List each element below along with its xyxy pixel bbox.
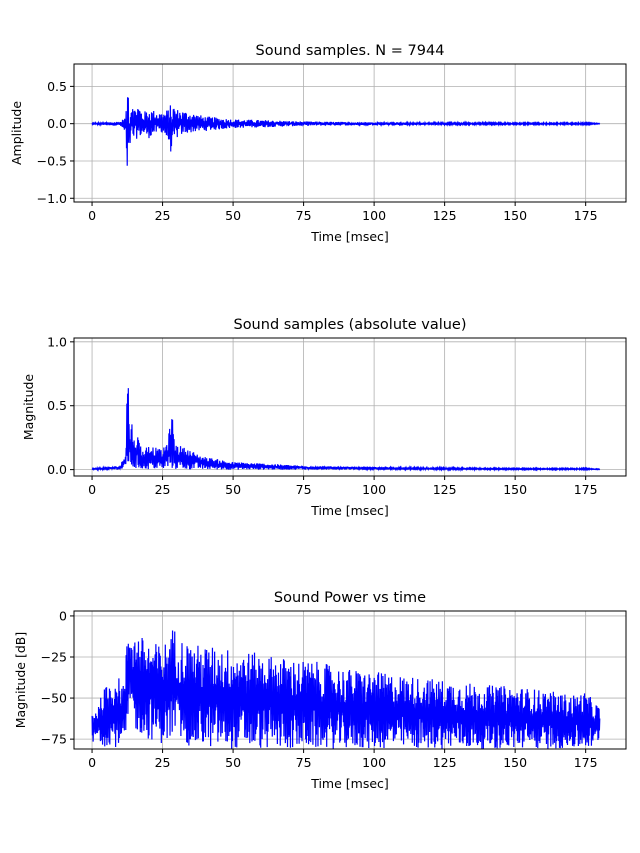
signal-line xyxy=(91,388,601,472)
y-tick-label: −75 xyxy=(41,732,67,747)
y-tick-label: −25 xyxy=(41,650,67,665)
x-tick-label: 125 xyxy=(433,208,457,223)
chart-panel-1: 0 25 50 75 100 125 150 175 −1.0 −0.5 0.0 0.5 Sound s… xyxy=(9,43,627,244)
x-tick-label: 75 xyxy=(296,755,312,770)
x-tick-label: 75 xyxy=(296,208,312,223)
x-tick-label: 50 xyxy=(225,482,241,497)
x-tick-label: 100 xyxy=(362,482,386,497)
x-tick-label: 125 xyxy=(433,482,457,497)
x-tick-label: 25 xyxy=(155,482,171,497)
x-tick-label: 75 xyxy=(296,482,312,497)
x-tick-label: 100 xyxy=(362,755,386,770)
x-tick-label: 0 xyxy=(88,755,96,770)
chart-panel-2: 0 25 50 75 100 125 150 175 0.0 0.5 1.0 Sound sample… xyxy=(21,317,627,518)
y-tick-label: 0.0 xyxy=(47,462,67,477)
x-tick-label: 175 xyxy=(574,482,598,497)
x-tick-label: 125 xyxy=(433,755,457,770)
x-tick-label: 25 xyxy=(155,208,171,223)
chart-title: Sound samples. N = 7944 xyxy=(256,43,445,59)
axes-frame xyxy=(73,337,627,477)
signal-line xyxy=(91,630,601,749)
x-tick-label: 150 xyxy=(503,482,527,497)
x-axis-label: Time [msec] xyxy=(310,503,389,518)
x-tick-label: 150 xyxy=(503,208,527,223)
x-axis-label: Time [msec] xyxy=(310,776,389,791)
y-tick-label: −50 xyxy=(41,691,67,706)
axes-frame xyxy=(73,63,627,203)
chart-panel-3: 0 25 50 75 100 125 150 175 0 −25 −50 −75 Sound Power… xyxy=(13,590,627,791)
x-tick-label: 0 xyxy=(88,482,96,497)
y-tick-label: 0.0 xyxy=(47,116,67,131)
x-tick-label: 175 xyxy=(574,755,598,770)
y-tick-label: −0.5 xyxy=(37,153,67,168)
chart-title: Sound Power vs time xyxy=(274,590,426,606)
x-tick-label: 150 xyxy=(503,755,527,770)
y-tick-label: 0.5 xyxy=(47,79,67,94)
signal-line xyxy=(91,97,601,166)
x-tick-label: 25 xyxy=(155,755,171,770)
y-tick-label: 1.0 xyxy=(47,334,67,349)
x-tick-label: 50 xyxy=(225,755,241,770)
y-tick-label: 0.5 xyxy=(47,398,67,413)
x-tick-label: 0 xyxy=(88,208,96,223)
axes-frame xyxy=(73,610,627,750)
x-tick-label: 175 xyxy=(574,208,598,223)
y-tick-label: 0 xyxy=(59,608,67,623)
x-axis-label: Time [msec] xyxy=(310,229,389,244)
chart-title: Sound samples (absolute value) xyxy=(233,317,466,333)
y-axis-label: Amplitude xyxy=(9,101,24,165)
x-tick-label: 100 xyxy=(362,208,386,223)
y-tick-label: −1.0 xyxy=(37,191,67,206)
y-axis-label: Magnitude [dB] xyxy=(13,632,28,728)
y-axis-label: Magnitude xyxy=(21,374,36,441)
x-tick-label: 50 xyxy=(225,208,241,223)
